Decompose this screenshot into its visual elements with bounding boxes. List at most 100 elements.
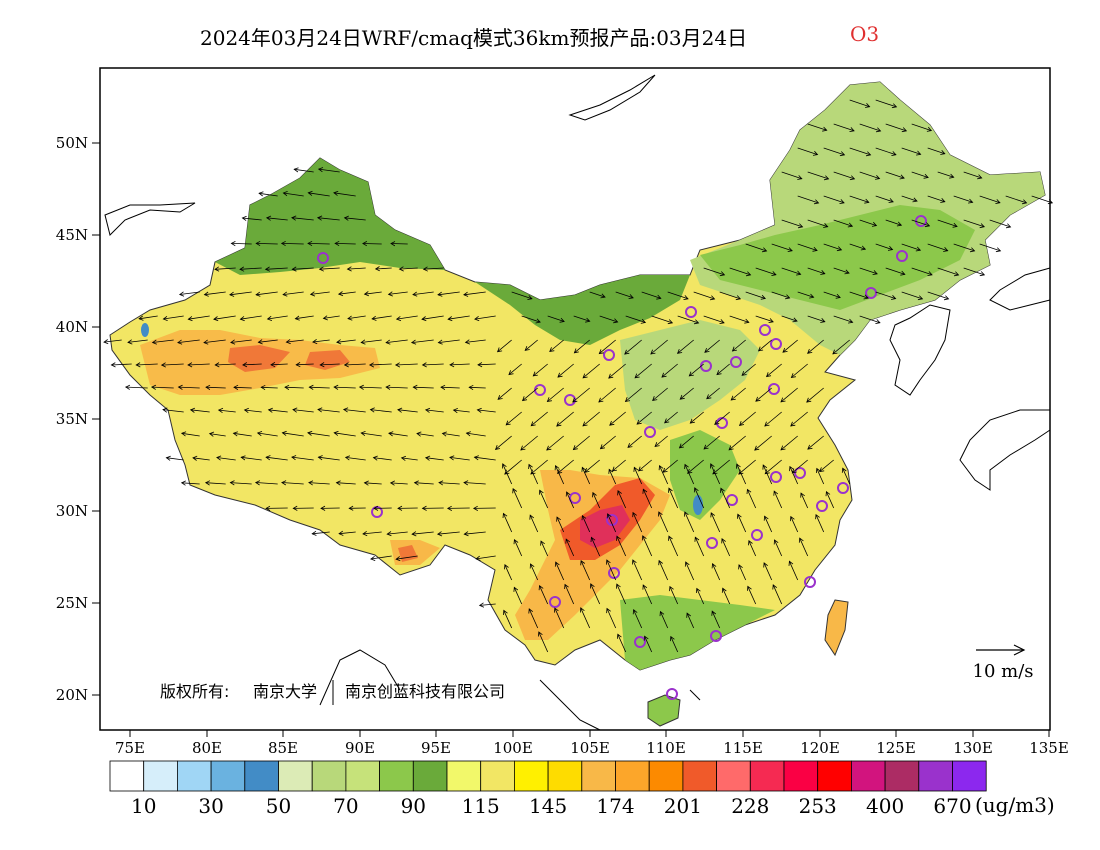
wind-arrow-head	[258, 191, 264, 197]
wind-arrow-head	[771, 271, 777, 276]
wind-arrow-head	[875, 127, 882, 133]
wind-arrow-head	[208, 431, 215, 437]
wind-arrow	[875, 99, 897, 108]
wind-arrow-head	[342, 407, 349, 413]
wind-arrow-head	[900, 270, 906, 276]
wind-arrow-head	[609, 420, 615, 426]
wind-arrow-head	[617, 633, 622, 639]
wind-arrow	[386, 386, 408, 389]
wind-arrow-head	[464, 339, 471, 345]
wind-arrow-head	[502, 512, 508, 519]
wind-arrow-head	[160, 362, 166, 368]
wind-arrow-head	[790, 421, 796, 427]
legend-swatch	[884, 760, 920, 792]
wind-arrow-head	[255, 291, 261, 297]
wind-arrow	[514, 539, 523, 557]
wind-arrow-head	[530, 421, 536, 427]
wind-arrow	[780, 435, 798, 451]
wind-arrow-head	[871, 221, 878, 227]
wind-arrow	[556, 411, 574, 427]
wind-arrow-head	[598, 349, 604, 355]
wind-arrow-head	[792, 317, 798, 323]
wind-arrow-head	[294, 315, 300, 321]
legend-unit: (ug/m3)	[975, 793, 1055, 817]
wind-arrow-head	[711, 563, 717, 569]
wind-arrow	[730, 387, 746, 401]
wind-arrow	[214, 267, 236, 270]
wind-arrow	[181, 432, 200, 437]
wind-arrow-head	[995, 247, 1002, 253]
wind-arrow	[307, 432, 330, 437]
wind-arrow-head	[863, 294, 869, 300]
wind-arrow	[511, 291, 533, 300]
wind-arrow	[323, 315, 340, 319]
wind-arrow-head	[502, 463, 507, 469]
wind-arrow-head	[557, 372, 563, 378]
lon-label: 115E	[723, 739, 763, 757]
wind-arrow	[203, 339, 226, 343]
wind-arrow	[213, 315, 236, 320]
wind-arrow-head	[688, 371, 694, 377]
wind-arrow-head	[412, 291, 418, 297]
wind-arrow	[336, 482, 356, 485]
wind-arrow	[395, 363, 418, 366]
wind-arrow	[849, 291, 869, 299]
wind-arrow-head	[565, 491, 571, 497]
wind-arrow-head	[864, 198, 870, 204]
wind-arrow	[758, 339, 772, 352]
wind-arrow	[233, 386, 252, 389]
wind-arrow-head	[927, 271, 933, 276]
wind-arrow-head	[360, 431, 366, 437]
wind-arrow	[256, 243, 278, 245]
wind-arrow-head	[291, 455, 297, 461]
wind-arrow	[242, 363, 262, 366]
wind-arrow	[706, 387, 720, 400]
wind-arrow	[469, 386, 486, 389]
wind-arrow-head	[875, 319, 881, 324]
wind-arrow-head	[343, 362, 349, 368]
wind-arrow-head	[395, 556, 401, 562]
wind-arrow	[344, 217, 366, 221]
wind-arrow-head	[736, 463, 741, 469]
wind-arrow-head	[860, 245, 867, 251]
wind-arrow-head	[599, 444, 605, 450]
wind-arrow-head	[773, 539, 779, 545]
wind-arrow-head	[358, 384, 364, 390]
wind-arrow	[453, 409, 470, 413]
legend-label: 70	[333, 794, 358, 818]
wind-arrow	[422, 363, 444, 366]
wind-arrow	[927, 243, 948, 252]
wind-arrow	[308, 192, 330, 197]
wind-arrow-head	[463, 291, 469, 297]
wind-arrow-head	[926, 126, 933, 132]
wind-arrow	[927, 291, 949, 300]
wind-arrow	[566, 491, 575, 509]
wind-arrow-head	[650, 349, 656, 355]
wind-arrow	[387, 531, 408, 535]
wind-arrow-head	[189, 407, 196, 413]
wind-arrow-head	[760, 294, 766, 300]
wind-arrow-head	[180, 431, 187, 437]
wind-arrow-head	[334, 240, 340, 247]
wind-arrow-head	[684, 511, 689, 517]
wind-arrow-head	[754, 445, 760, 451]
wind-arrow	[789, 466, 799, 485]
wind-arrow	[336, 339, 356, 343]
wind-arrow	[448, 315, 470, 320]
wind-arrow-head	[505, 420, 511, 426]
wind-arrow-head	[478, 602, 485, 608]
wind-arrow-head	[127, 339, 133, 345]
wind-arrow	[826, 491, 835, 509]
wind-arrow	[425, 457, 444, 461]
wind-arrow	[875, 291, 896, 299]
wind-arrow	[266, 456, 288, 461]
wind-arrow	[747, 586, 757, 605]
wind-arrow	[242, 217, 262, 221]
wind-arrow-head	[977, 174, 983, 180]
wind-arrow	[660, 611, 669, 629]
wind-arrow-head	[662, 467, 668, 473]
wind-arrow	[513, 587, 523, 605]
wind-arrow	[658, 511, 669, 533]
wind-arrow-head	[969, 247, 976, 253]
wind-arrow-head	[387, 291, 393, 297]
